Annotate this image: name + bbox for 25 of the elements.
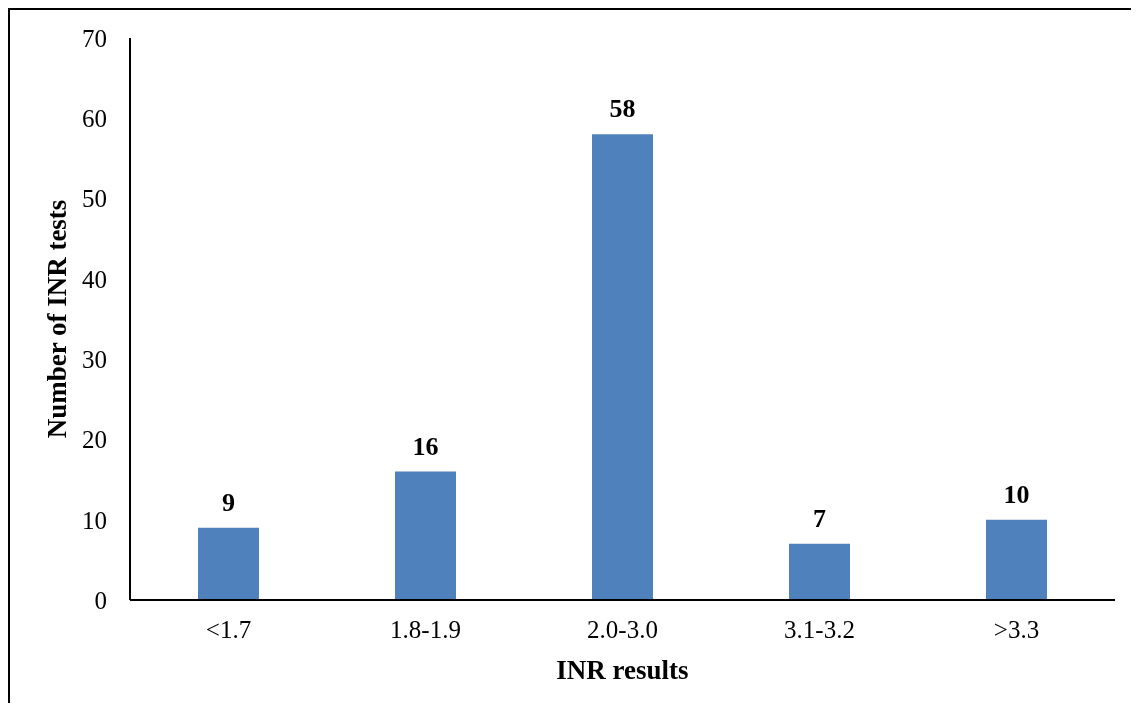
y-axis-title: Number of INR tests [42,199,72,439]
y-tick-label: 0 [94,586,107,614]
data-label: 58 [609,94,636,124]
bar [986,519,1047,600]
data-label: 10 [1003,479,1030,509]
bar [395,471,456,600]
bar [789,543,850,600]
data-label: 7 [813,503,826,533]
x-tick-label: <1.7 [205,615,252,643]
y-tick-label: 40 [82,265,107,293]
bar [198,527,259,600]
x-tick-label: 3.1-3.2 [784,615,855,643]
data-label: 9 [222,487,235,517]
x-tick-label: 1.8-1.9 [390,615,461,643]
y-tick-label: 60 [82,105,107,133]
y-tick-label: 30 [82,346,107,374]
y-tick-label: 50 [82,185,107,213]
x-tick-label: 2.0-3.0 [587,615,658,643]
x-axis-title: INR results [556,655,689,685]
data-label: 16 [412,431,439,461]
y-tick-label: 70 [82,24,107,52]
y-tick-label: 10 [82,506,107,534]
bar [592,134,653,600]
y-tick-label: 20 [82,426,107,454]
x-tick-label: >3.3 [993,615,1040,643]
